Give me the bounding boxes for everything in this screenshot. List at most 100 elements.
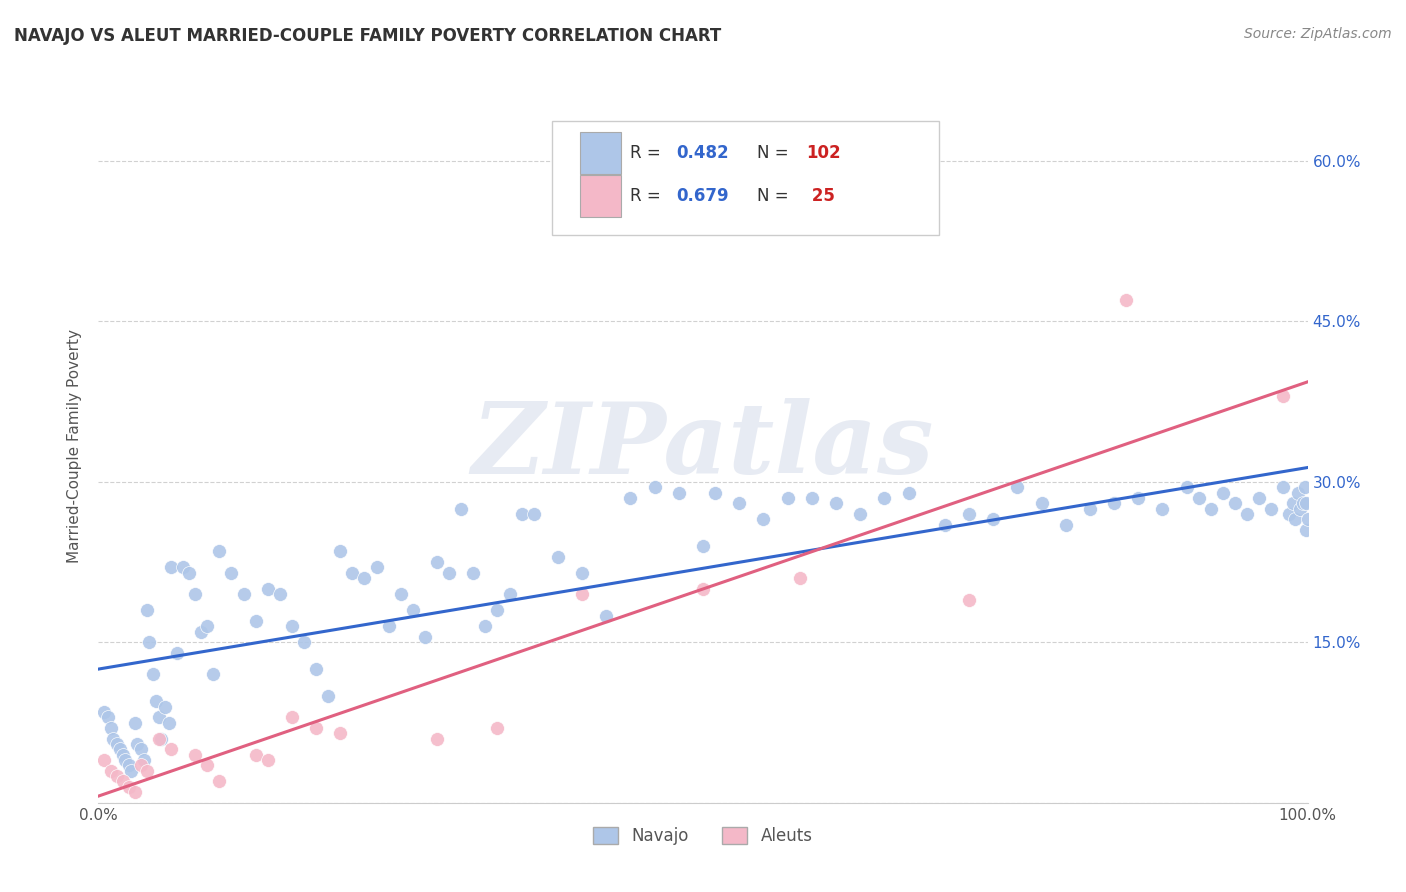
Point	[849, 507, 872, 521]
Point	[1236, 507, 1258, 521]
Point	[305, 662, 328, 676]
Point	[1289, 501, 1312, 516]
Point	[134, 753, 156, 767]
Point	[120, 764, 142, 778]
Text: Source: ZipAtlas.com: Source: ZipAtlas.com	[1244, 27, 1392, 41]
Point	[463, 566, 485, 580]
Point	[281, 710, 304, 724]
Point	[232, 587, 254, 601]
Point	[934, 517, 956, 532]
Text: N =: N =	[758, 187, 794, 205]
Point	[269, 587, 291, 601]
Point	[329, 544, 352, 558]
Point	[1152, 501, 1174, 516]
Point	[776, 491, 799, 505]
Point	[124, 785, 146, 799]
Point	[644, 480, 666, 494]
Point	[1212, 485, 1234, 500]
Point	[142, 667, 165, 681]
Point	[1292, 496, 1315, 510]
Point	[208, 544, 231, 558]
Point	[1054, 517, 1077, 532]
Point	[510, 507, 533, 521]
Point	[124, 715, 146, 730]
Point	[100, 764, 122, 778]
Point	[1102, 496, 1125, 510]
Point	[1078, 501, 1101, 516]
Point	[118, 780, 141, 794]
Point	[1260, 501, 1282, 516]
Point	[148, 710, 170, 724]
Point	[402, 603, 425, 617]
Point	[111, 747, 134, 762]
Point	[1294, 480, 1316, 494]
Point	[704, 485, 727, 500]
FancyBboxPatch shape	[579, 175, 621, 218]
Point	[957, 507, 980, 521]
Point	[789, 571, 811, 585]
Point	[523, 507, 546, 521]
Point	[105, 769, 128, 783]
Point	[1282, 496, 1305, 510]
Point	[498, 587, 520, 601]
Point	[752, 512, 775, 526]
Text: ZIPatlas: ZIPatlas	[472, 398, 934, 494]
Point	[145, 694, 167, 708]
Point	[547, 549, 569, 564]
Point	[426, 555, 449, 569]
Text: R =: R =	[630, 187, 666, 205]
Point	[292, 635, 315, 649]
Point	[1007, 480, 1029, 494]
Point	[100, 721, 122, 735]
Point	[329, 726, 352, 740]
Point	[619, 491, 641, 505]
Point	[413, 630, 436, 644]
Point	[1223, 496, 1246, 510]
Point	[692, 582, 714, 596]
Point	[97, 710, 120, 724]
Point	[426, 731, 449, 746]
Point	[256, 582, 278, 596]
Point	[166, 646, 188, 660]
Point	[957, 592, 980, 607]
Point	[135, 764, 157, 778]
Point	[595, 608, 617, 623]
Point	[114, 753, 136, 767]
FancyBboxPatch shape	[551, 121, 939, 235]
Text: 25: 25	[806, 187, 835, 205]
Point	[1286, 485, 1309, 500]
Point	[728, 496, 751, 510]
Point	[190, 624, 212, 639]
Point	[208, 774, 231, 789]
Point	[474, 619, 496, 633]
Point	[571, 566, 593, 580]
Point	[1249, 491, 1271, 505]
Point	[873, 491, 896, 505]
Point	[202, 667, 225, 681]
Point	[153, 699, 176, 714]
Point	[118, 758, 141, 772]
Point	[486, 603, 509, 617]
Point	[129, 758, 152, 772]
Point	[1175, 480, 1198, 494]
Legend: Navajo, Aleuts: Navajo, Aleuts	[586, 820, 820, 852]
Point	[668, 485, 690, 500]
Point	[245, 614, 267, 628]
Point	[148, 731, 170, 746]
Text: NAVAJO VS ALEUT MARRIED-COUPLE FAMILY POVERTY CORRELATION CHART: NAVAJO VS ALEUT MARRIED-COUPLE FAMILY PO…	[14, 27, 721, 45]
Point	[692, 539, 714, 553]
Point	[93, 705, 115, 719]
Point	[1295, 523, 1317, 537]
Point	[195, 619, 218, 633]
Point	[571, 587, 593, 601]
Point	[179, 566, 201, 580]
Point	[127, 737, 149, 751]
Point	[172, 560, 194, 574]
Point	[135, 603, 157, 617]
Point	[1031, 496, 1053, 510]
Point	[184, 587, 207, 601]
Point	[389, 587, 412, 601]
Point	[897, 485, 920, 500]
Point	[1272, 480, 1295, 494]
Point	[93, 753, 115, 767]
